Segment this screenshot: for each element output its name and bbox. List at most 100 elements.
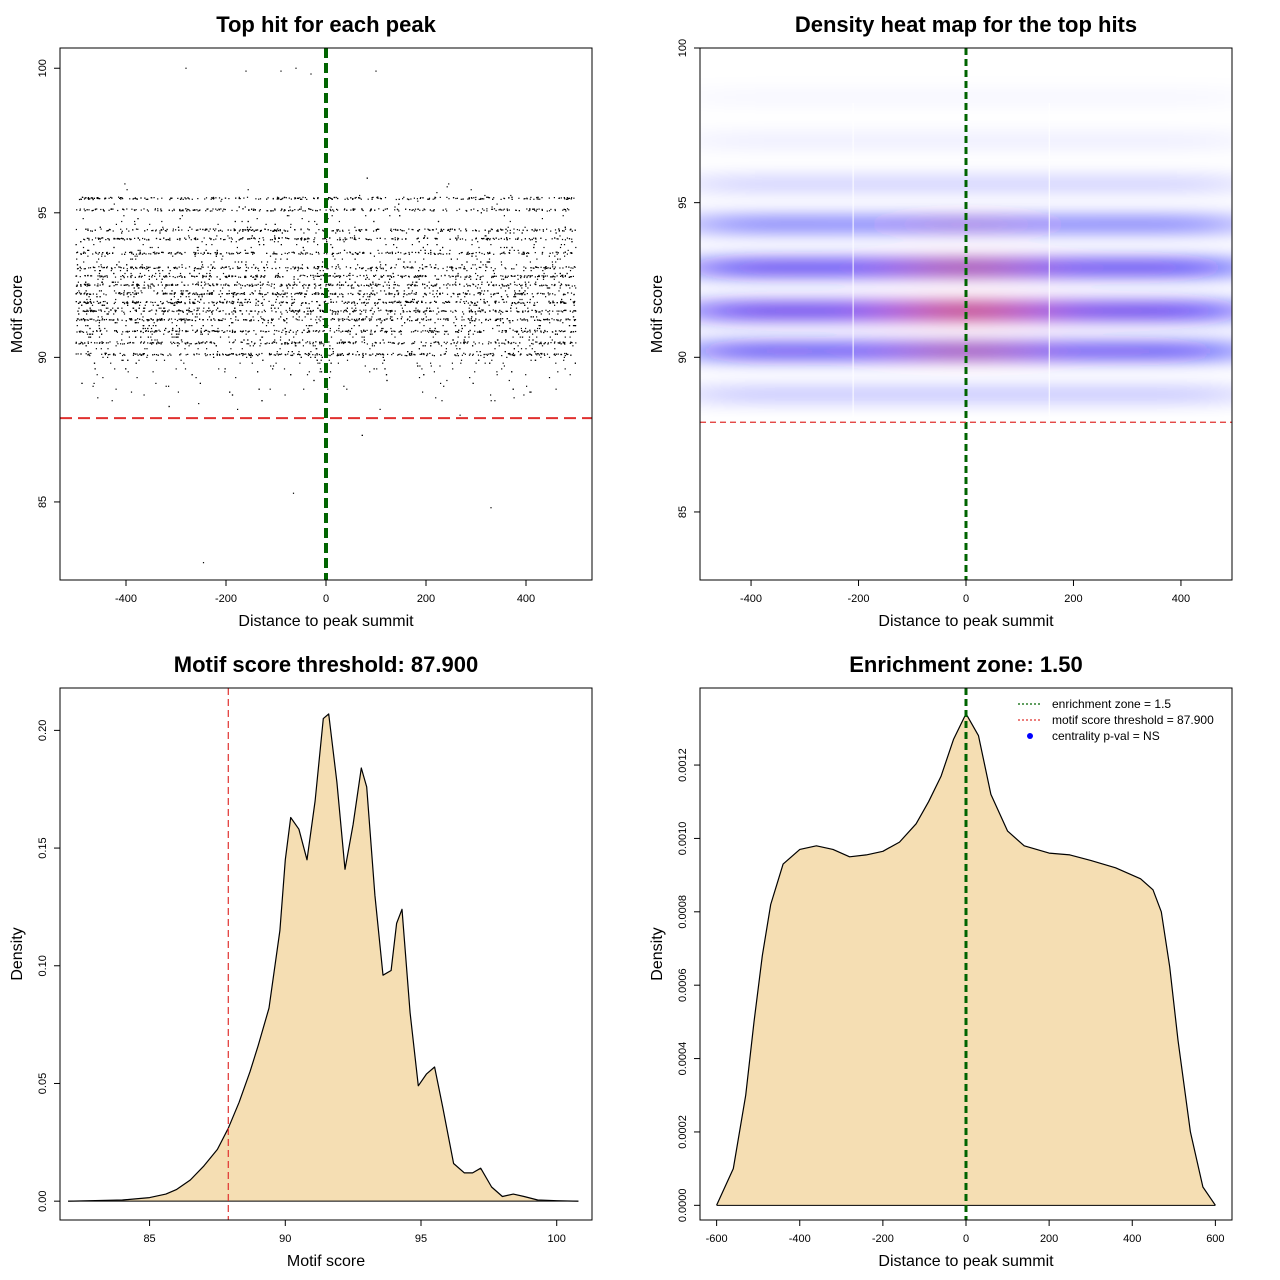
- scatter-point: [501, 331, 503, 333]
- scatter-point: [522, 319, 524, 321]
- scatter-point: [121, 319, 123, 321]
- scatter-point: [127, 296, 129, 298]
- scatter-point: [228, 301, 231, 303]
- scatter-point: [214, 319, 216, 321]
- scatter-point: [320, 359, 322, 361]
- scatter-point: [480, 276, 482, 278]
- scatter-point: [506, 209, 509, 212]
- scatter-point: [392, 302, 394, 304]
- scatter-point: [481, 281, 483, 283]
- scatter-point: [414, 261, 416, 263]
- scatter-point: [451, 266, 453, 268]
- scatter-point: [408, 293, 410, 295]
- scatter-point: [460, 342, 462, 344]
- scatter-point: [113, 302, 115, 305]
- scatter-point: [294, 229, 296, 231]
- scatter-point: [297, 353, 299, 356]
- scatter-point: [490, 267, 492, 269]
- scatter-point: [159, 266, 161, 268]
- scatter-point: [139, 301, 142, 303]
- scatter-point: [529, 298, 531, 301]
- scatter-point: [333, 210, 335, 212]
- scatter-point: [394, 310, 396, 312]
- scatter-point: [391, 330, 393, 332]
- scatter-point: [134, 237, 136, 239]
- scatter-point: [87, 284, 89, 286]
- scatter-point: [559, 285, 561, 287]
- scatter-point: [513, 341, 515, 344]
- scatter-point: [517, 301, 520, 303]
- scatter-point: [317, 267, 319, 269]
- scatter-point: [435, 397, 437, 399]
- scatter-point: [259, 284, 262, 286]
- scatter-point: [548, 255, 550, 257]
- scatter-point: [549, 336, 551, 338]
- scatter-point: [260, 229, 262, 231]
- scatter-point: [301, 238, 303, 240]
- scatter-point: [129, 238, 131, 240]
- scatter-point: [445, 284, 448, 286]
- scatter-point: [515, 293, 517, 295]
- scatter-point: [164, 276, 166, 278]
- scatter-point: [306, 276, 308, 278]
- scatter-point: [264, 331, 266, 333]
- scatter-point: [122, 359, 124, 361]
- scatter-point: [536, 336, 538, 338]
- scatter-point: [377, 197, 379, 199]
- scatter-point: [97, 278, 99, 280]
- scatter-point: [130, 276, 132, 279]
- scatter-point: [344, 330, 346, 332]
- scatter-point: [370, 208, 372, 210]
- scatter-point: [115, 330, 117, 332]
- scatter-point: [442, 325, 444, 327]
- scatter-point: [80, 341, 82, 343]
- scatter-point: [135, 209, 137, 211]
- scatter-point: [455, 301, 457, 303]
- scatter-point: [329, 197, 331, 199]
- scatter-point: [493, 238, 495, 240]
- scatter-point: [365, 229, 367, 231]
- scatter-point: [90, 341, 92, 344]
- scatter-point: [159, 272, 161, 275]
- scatter-point: [102, 284, 104, 286]
- scatter-point: [382, 268, 384, 270]
- scatter-point: [224, 298, 226, 301]
- scatter-point: [231, 311, 233, 313]
- scatter-point: [435, 284, 437, 286]
- scatter-point: [218, 310, 220, 313]
- scatter-point: [273, 354, 275, 356]
- scatter-point: [285, 197, 287, 199]
- scatter-point: [167, 354, 169, 357]
- scatter-point: [365, 228, 367, 231]
- scatter-point: [400, 252, 402, 254]
- scatter-point: [564, 330, 566, 332]
- scatter-point: [492, 352, 494, 355]
- scatter-point: [294, 209, 296, 211]
- scatter-point: [525, 374, 527, 376]
- scatter-point: [280, 353, 283, 355]
- scatter-point: [330, 197, 332, 199]
- scatter-point: [513, 228, 515, 230]
- scatter-point: [477, 292, 479, 294]
- scatter-point: [383, 342, 385, 344]
- scatter-point: [254, 238, 256, 240]
- scatter-point: [442, 253, 444, 255]
- scatter-point: [211, 197, 213, 199]
- scatter-point: [299, 267, 301, 269]
- scatter-point: [417, 311, 419, 313]
- scatter-point: [267, 322, 269, 324]
- scatter-point: [360, 284, 362, 286]
- scatter-point: [322, 230, 324, 232]
- scatter-point: [539, 285, 541, 287]
- scatter-point: [537, 292, 539, 294]
- scatter-point: [547, 267, 549, 269]
- scatter-point: [378, 310, 380, 312]
- scatter-point: [331, 266, 333, 268]
- scatter-point: [355, 354, 357, 356]
- scatter-point: [255, 229, 257, 231]
- scatter-point: [371, 287, 373, 289]
- scatter-point: [543, 272, 545, 275]
- scatter-point: [553, 278, 555, 280]
- scatter-point: [419, 365, 421, 367]
- scatter-point: [203, 302, 205, 304]
